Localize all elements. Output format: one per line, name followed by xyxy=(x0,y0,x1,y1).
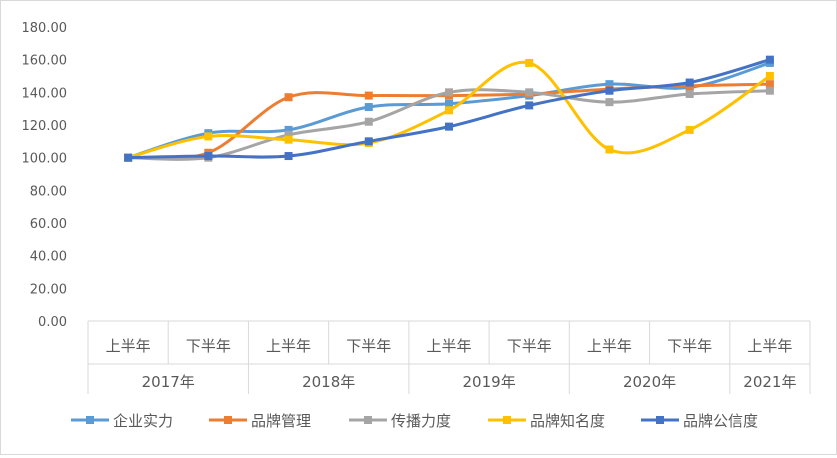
data-point-marker xyxy=(284,125,293,134)
x-group-label: 2021年 xyxy=(743,373,796,391)
data-point-marker xyxy=(605,98,614,107)
data-point-marker xyxy=(445,88,453,97)
data-point-marker xyxy=(284,152,293,161)
data-point-marker xyxy=(364,91,373,100)
data-point-marker xyxy=(685,89,694,98)
data-point-marker xyxy=(445,99,453,108)
y-tick-label: 160.00 xyxy=(22,54,68,69)
legend-label: 品牌公信度 xyxy=(683,412,758,430)
x-category-label: 下半年 xyxy=(667,337,712,355)
data-point-marker xyxy=(765,72,774,80)
legend-label: 品牌知名度 xyxy=(530,412,605,430)
data-point-marker xyxy=(124,153,133,162)
x-category-label: 上半年 xyxy=(426,337,471,355)
data-point-marker xyxy=(364,117,373,126)
data-point-marker xyxy=(605,145,614,154)
data-point-marker xyxy=(525,101,534,110)
data-point-marker xyxy=(445,122,453,131)
y-tick-label: 40.00 xyxy=(30,250,67,265)
legend-label: 传播力度 xyxy=(391,412,451,430)
x-group-label: 2020年 xyxy=(623,373,676,391)
series-line-4 xyxy=(126,60,772,160)
data-point-marker xyxy=(685,125,694,134)
data-point-marker xyxy=(284,135,293,144)
x-category-label: 上半年 xyxy=(587,337,632,355)
x-category-label: 上半年 xyxy=(747,337,792,355)
legend-label: 品牌管理 xyxy=(251,412,311,430)
data-point-marker xyxy=(685,78,694,87)
data-point-marker xyxy=(204,132,213,141)
x-category-label: 上半年 xyxy=(106,337,151,355)
data-point-marker xyxy=(364,137,373,146)
data-point-marker xyxy=(204,152,213,161)
data-point-marker xyxy=(765,80,774,89)
data-point-marker xyxy=(525,58,534,67)
x-group-label: 2018年 xyxy=(302,373,355,391)
y-tick-label: 100.00 xyxy=(22,152,68,167)
data-point-marker xyxy=(284,130,293,139)
legend-marker-swatch xyxy=(86,416,94,424)
legend-marker-swatch xyxy=(364,416,372,424)
data-point-marker xyxy=(364,103,373,112)
x-category-label: 下半年 xyxy=(186,337,231,355)
y-tick-label: 120.00 xyxy=(22,119,68,134)
y-tick-label: 140.00 xyxy=(22,86,68,101)
y-tick-label: 180.00 xyxy=(22,21,68,36)
data-point-marker xyxy=(525,88,534,97)
data-point-marker xyxy=(765,86,774,95)
legend-marker-swatch xyxy=(503,416,511,424)
data-point-marker xyxy=(605,86,614,95)
legend-marker-swatch xyxy=(656,416,664,424)
data-point-marker xyxy=(284,93,293,102)
data-point-marker xyxy=(445,106,453,115)
x-category-label: 下半年 xyxy=(346,337,391,355)
legend-label: 企业实力 xyxy=(113,412,173,430)
data-point-marker xyxy=(765,55,774,64)
data-point-marker xyxy=(605,80,614,89)
x-group-label: 2017年 xyxy=(142,373,195,391)
legend-marker-swatch xyxy=(224,416,232,424)
x-category-label: 下半年 xyxy=(507,337,552,355)
y-tick-label: 0.00 xyxy=(38,315,67,330)
y-tick-label: 60.00 xyxy=(30,217,67,232)
y-tick-label: 80.00 xyxy=(30,184,67,199)
y-tick-label: 20.00 xyxy=(30,282,67,297)
x-category-label: 上半年 xyxy=(266,337,311,355)
x-group-label: 2019年 xyxy=(463,373,516,391)
